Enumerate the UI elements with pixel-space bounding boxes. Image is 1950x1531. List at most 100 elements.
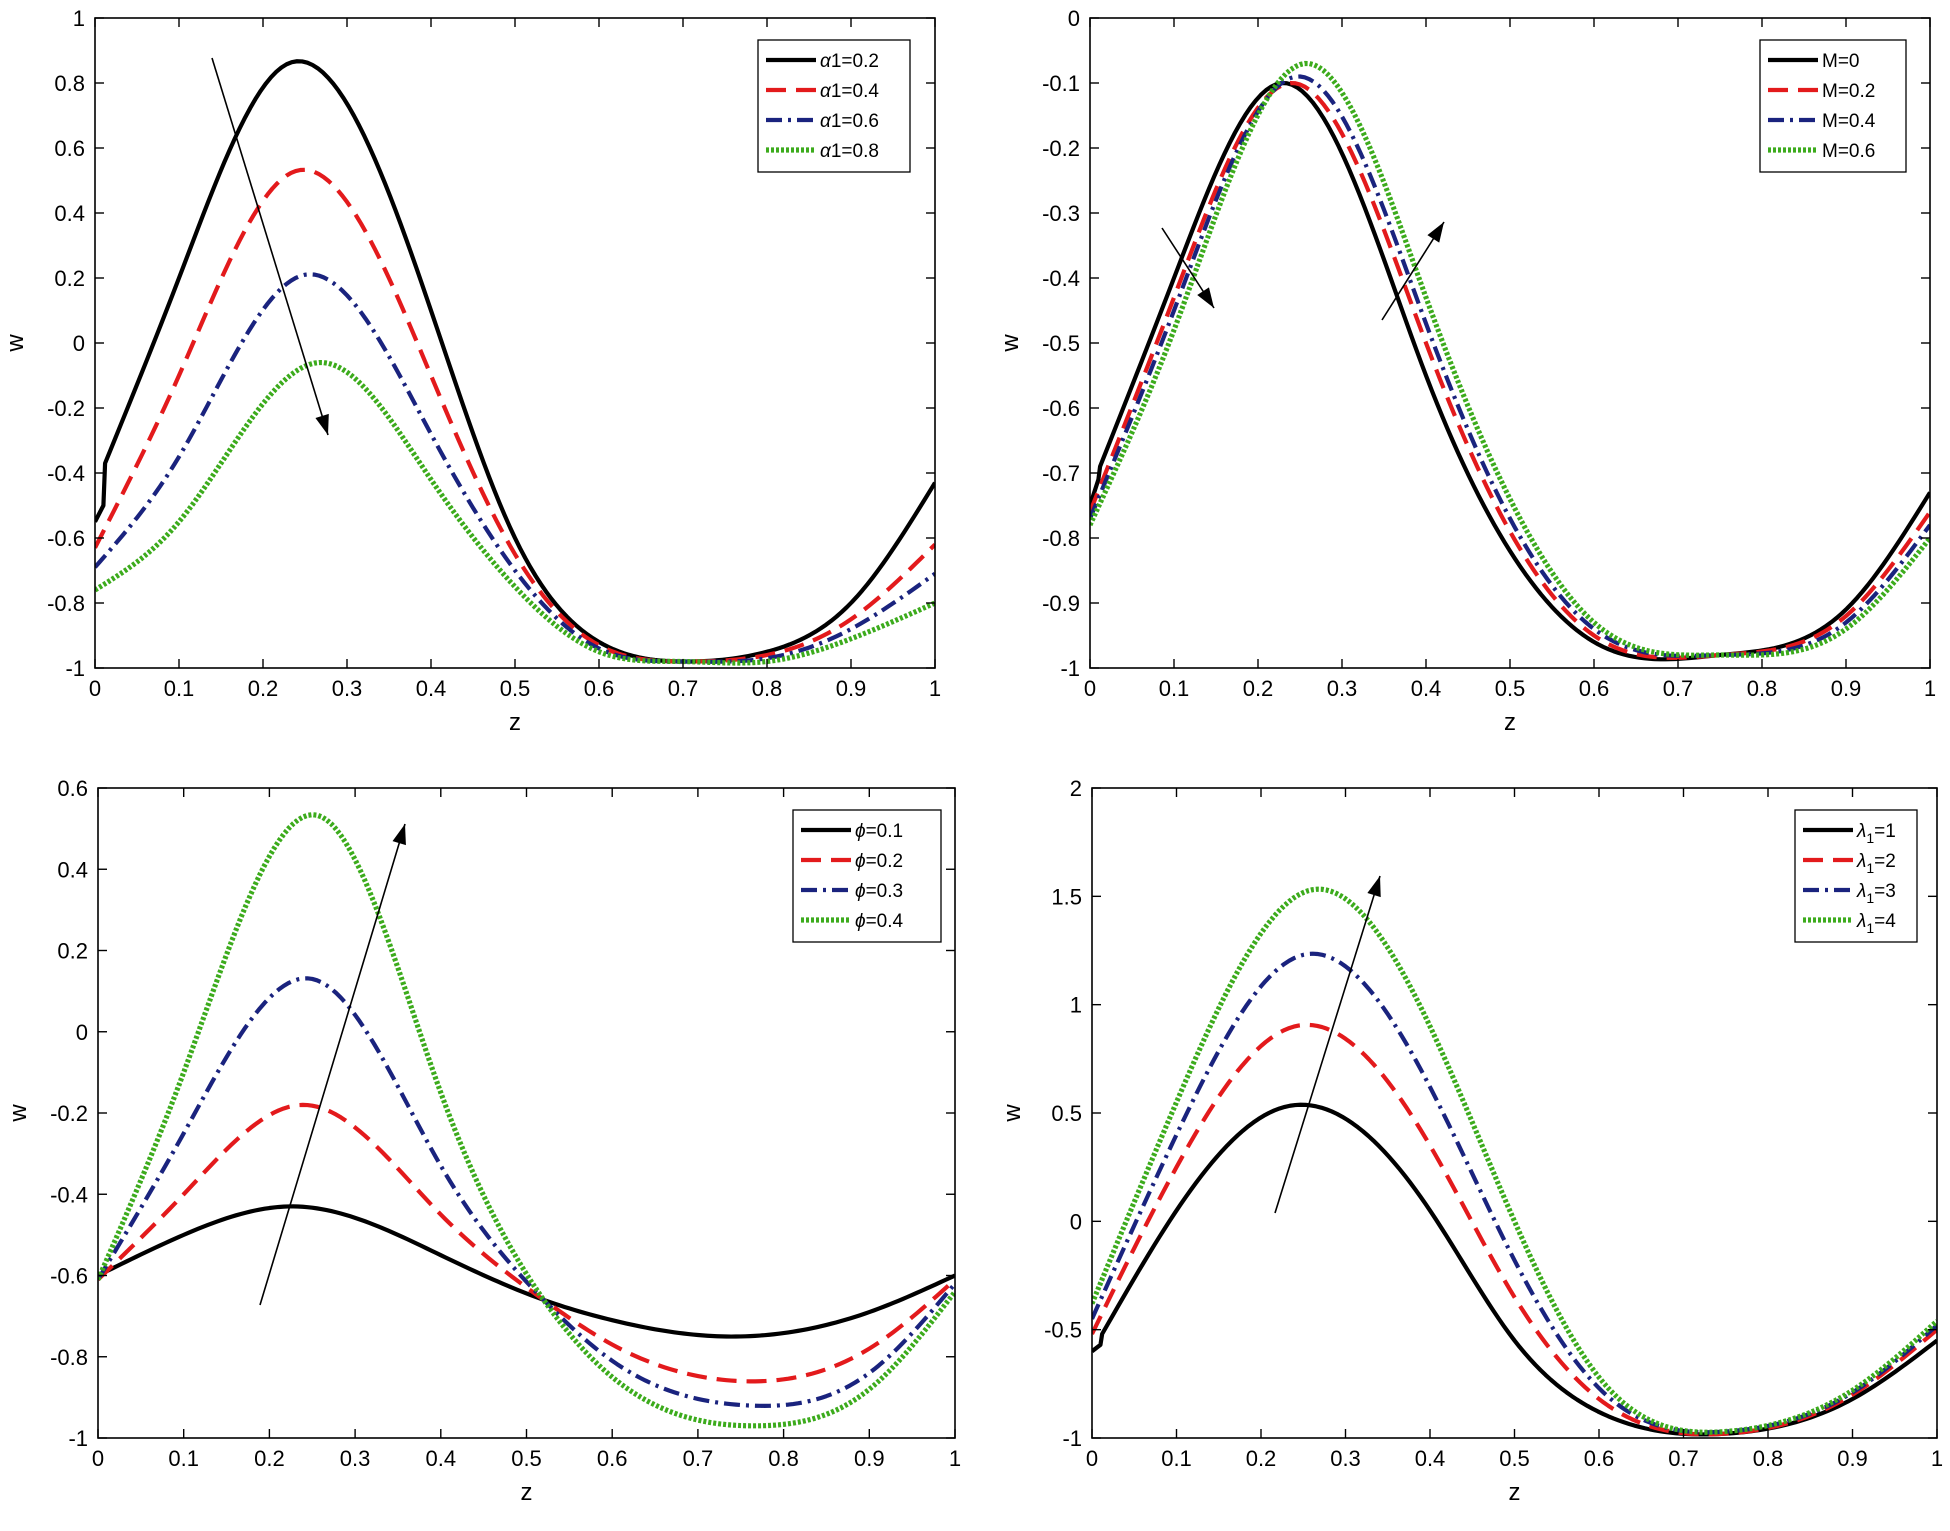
legend: λ1=1 λ1=2 λ1=3 λ1=4 xyxy=(1794,809,1918,943)
y-tick-label: 1 xyxy=(1070,993,1082,1018)
legend: M=0 M=0.2 M=0.4 M=0.6 xyxy=(1759,39,1907,173)
x-tick-label: 1 xyxy=(949,1446,961,1471)
legend-label: M=0.2 xyxy=(1822,81,1875,102)
x-tick-label: 0.8 xyxy=(1753,1446,1784,1471)
legend-label: α1=0.6 xyxy=(820,111,879,132)
x-tick-label: 0.6 xyxy=(584,676,615,701)
legend-label: λ1=3 xyxy=(1856,881,1896,906)
x-tick-label: 0.9 xyxy=(1831,676,1862,701)
x-tick-label: 0.9 xyxy=(1837,1446,1868,1471)
y-tick-label: -0.5 xyxy=(1042,331,1080,356)
legend-label: M=0 xyxy=(1822,51,1860,72)
chart-panel-lambda1: 0 0.1 0.2 0.3 0.4 0.5 0.6 0.7 0.8 0.9 1 -1 -0.5 0 0.5 1… xyxy=(999,776,1943,1506)
trend-arrow-shaft xyxy=(211,57,329,436)
legend-label: λ1=2 xyxy=(1856,851,1896,876)
x-tick-label: 0.2 xyxy=(248,676,279,701)
trend-arrow-shaft xyxy=(259,823,406,1306)
y-tick-label: -0.9 xyxy=(1042,591,1080,616)
series-line-3 xyxy=(95,272,935,664)
y-tick-label: -0.6 xyxy=(47,526,85,551)
x-tick-label: 0.3 xyxy=(340,1446,371,1471)
x-tick-label: 0.8 xyxy=(768,1446,799,1471)
series-line-2 xyxy=(1092,1022,1937,1437)
x-tick-label: 0.4 xyxy=(1415,1446,1446,1471)
x-tick-label: 0.4 xyxy=(426,1446,457,1471)
y-tick-label: 1.5 xyxy=(1051,884,1082,909)
y-tick-label: -1 xyxy=(1060,656,1080,681)
y-tick-label: -0.8 xyxy=(50,1345,88,1370)
y-tick-label: 2 xyxy=(1070,776,1082,801)
trend-arrow-shaft xyxy=(1274,875,1381,1214)
x-tick-label: 0.7 xyxy=(1663,676,1694,701)
y-tick-label: 0.4 xyxy=(57,857,88,882)
x-tick-label: 0.3 xyxy=(1330,1446,1361,1471)
y-axis-label: w xyxy=(997,334,1024,353)
y-tick-label: -0.6 xyxy=(50,1264,88,1289)
y-tick-label: -1 xyxy=(65,656,85,681)
y-tick-label: -0.1 xyxy=(1042,71,1080,96)
x-tick-label: 0.6 xyxy=(597,1446,628,1471)
y-tick-label: -0.8 xyxy=(47,591,85,616)
legend: ϕ=0.1 ϕ=0.2 ϕ=0.3 ϕ=0.4 xyxy=(792,809,942,943)
series-group xyxy=(98,812,955,1429)
y-tick-label: 0.4 xyxy=(54,201,85,226)
x-tick-label: 1 xyxy=(929,676,941,701)
series-line-3 xyxy=(98,976,955,1408)
series-line-3 xyxy=(1092,951,1937,1435)
y-tick-label: 0 xyxy=(76,1020,88,1045)
trend-arrow-head xyxy=(392,824,406,846)
series-group xyxy=(1090,60,1930,662)
legend-label: ϕ=0.3 xyxy=(855,881,903,902)
y-tick-label: -0.2 xyxy=(47,396,85,421)
y-tick-label: -0.6 xyxy=(1042,396,1080,421)
legend-label: ϕ=0.4 xyxy=(855,911,904,932)
y-axis-label: w xyxy=(2,334,29,353)
y-tick-label: -0.4 xyxy=(50,1182,88,1207)
x-tick-label: 0.5 xyxy=(511,1446,542,1471)
y-tick-label: 0.5 xyxy=(1051,1101,1082,1126)
y-tick-label: -1 xyxy=(68,1426,88,1451)
x-axis-label: z xyxy=(509,709,521,736)
x-axis-label: z xyxy=(1509,1479,1521,1506)
series-line-1 xyxy=(98,1204,955,1339)
chart-panel-alpha1: 0 0.1 0.2 0.3 0.4 0.5 0.6 0.7 0.8 0.9 1 -1 -0.8 -0.6 -… xyxy=(2,6,941,736)
x-tick-label: 0.1 xyxy=(1159,676,1190,701)
x-tick-label: 0.7 xyxy=(683,1446,714,1471)
y-tick-label: -1 xyxy=(1062,1426,1082,1451)
y-tick-label: 0 xyxy=(73,331,85,356)
x-tick-label: 0.1 xyxy=(168,1446,199,1471)
y-tick-label: 1 xyxy=(73,6,85,31)
x-tick-label: 0.8 xyxy=(752,676,783,701)
legend-label: ϕ=0.2 xyxy=(855,851,903,872)
y-tick-label: -0.4 xyxy=(1042,266,1080,291)
y-tick-label: 0.6 xyxy=(57,776,88,801)
x-tick-label: 0 xyxy=(1086,1446,1098,1471)
y-tick-label: -0.4 xyxy=(47,461,85,486)
y-tick-label: 0 xyxy=(1070,1209,1082,1234)
y-tick-label: 0.8 xyxy=(54,71,85,96)
x-tick-label: 0.5 xyxy=(1499,1446,1530,1471)
series-group xyxy=(1092,886,1937,1437)
x-tick-label: 0.5 xyxy=(500,676,531,701)
y-tick-label: -0.2 xyxy=(50,1101,88,1126)
legend-label: M=0.4 xyxy=(1822,111,1876,132)
trend-arrow-head xyxy=(1197,287,1214,308)
x-tick-label: 0 xyxy=(1084,676,1096,701)
x-axis-label: z xyxy=(1504,709,1516,736)
series-line-1 xyxy=(95,59,935,664)
legend: α1=0.2 α1=0.4 α1=0.6 α1=0.8 xyxy=(757,39,911,173)
trend-arrow-head xyxy=(315,413,329,435)
y-tick-label: -0.5 xyxy=(1044,1318,1082,1343)
x-tick-label: 0.9 xyxy=(836,676,867,701)
x-tick-label: 0.2 xyxy=(1243,676,1274,701)
legend-label: M=0.6 xyxy=(1822,141,1875,162)
y-tick-label: 0 xyxy=(1068,6,1080,31)
x-tick-label: 0.1 xyxy=(164,676,195,701)
series-group xyxy=(95,59,935,666)
y-tick-label: -0.8 xyxy=(1042,526,1080,551)
y-tick-label: 0.2 xyxy=(57,939,88,964)
x-tick-label: 0.1 xyxy=(1161,1446,1192,1471)
trend-arrow-2-head xyxy=(1427,222,1444,243)
x-tick-label: 0.7 xyxy=(1668,1446,1699,1471)
legend-label: ϕ=0.1 xyxy=(855,821,903,842)
